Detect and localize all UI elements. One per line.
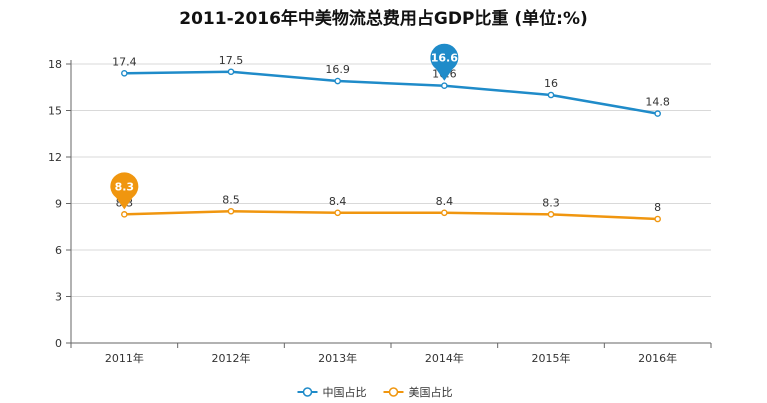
pin-shape [430,43,459,81]
data-point[interactable] [441,209,448,217]
data-point[interactable] [441,82,448,89]
data-point[interactable] [547,91,555,99]
y-tick-label: 9 [55,198,62,211]
data-label: 8.4 [436,195,454,208]
x-tick-label: 2015年 [532,351,571,365]
x-tick-label: 2016年 [638,351,677,365]
data-point[interactable] [654,110,661,117]
data-point[interactable] [227,68,235,76]
data-point[interactable] [121,211,128,218]
series-line-2 [123,210,659,221]
data-label: 8.5 [222,193,240,206]
label-layer: 17.4 17.5 16.9 16.6 16 14.8 8.3 8.5 8.4 8.4 8.3 8 [112,54,670,214]
data-label: 16.9 [325,63,350,76]
series-layer [121,68,661,223]
data-label: 8.3 [542,196,560,209]
x-tick-label: 2013年 [318,351,357,365]
y-tick-label: 0 [55,337,62,350]
legend[interactable]: 中国占比 美国占比 [297,385,453,399]
series-line-1 [123,70,659,115]
y-tick-label: 15 [48,105,62,118]
data-label: 17.5 [219,54,244,67]
y-tick-label: 3 [55,291,62,304]
axis-layer: 0 3 6 9 12 15 18 2011年 2012年 2013年 2014年 2015年 2016年 [48,58,712,365]
pin-label: 8.3 [115,180,135,193]
y-tick-label: 6 [55,244,62,257]
data-point[interactable] [121,70,128,77]
y-tick-label: 18 [48,58,62,71]
chart-title: 2011-2016年中美物流总费用占GDP比重 (单位:%) [179,8,588,29]
data-label: 8.4 [329,195,347,208]
data-label: 16 [544,77,558,90]
legend-item-1[interactable]: 中国占比 [297,385,367,399]
data-point[interactable] [334,209,341,217]
legend-item-2[interactable]: 美国占比 [383,385,453,399]
x-tick-label: 2011年 [105,351,144,365]
legend-label: 美国占比 [409,385,453,399]
grid-layer [71,63,711,297]
highlight-pin-1[interactable]: 16.6 [430,43,459,81]
data-label: 17.4 [112,55,137,68]
pin-shape [110,172,139,210]
data-point[interactable] [334,77,341,85]
pin-layer: 16.6 8.3 [110,43,459,210]
legend-label: 中国占比 [323,385,367,399]
highlight-pin-2[interactable]: 8.3 [110,172,139,210]
legend-marker-icon [388,387,399,397]
x-tick-label: 2012年 [212,351,251,365]
data-label: 14.8 [645,96,670,109]
legend-marker-icon [302,387,313,397]
data-point[interactable] [227,207,235,215]
data-point[interactable] [654,215,661,223]
pin-label: 16.6 [431,52,458,65]
x-tick-label: 2014年 [425,351,464,365]
data-label: 8 [654,201,661,214]
y-tick-label: 12 [48,151,62,164]
data-point[interactable] [547,211,555,218]
